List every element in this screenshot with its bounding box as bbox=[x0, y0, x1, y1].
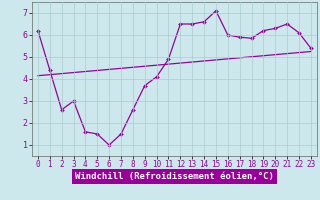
X-axis label: Windchill (Refroidissement éolien,°C): Windchill (Refroidissement éolien,°C) bbox=[75, 172, 274, 181]
